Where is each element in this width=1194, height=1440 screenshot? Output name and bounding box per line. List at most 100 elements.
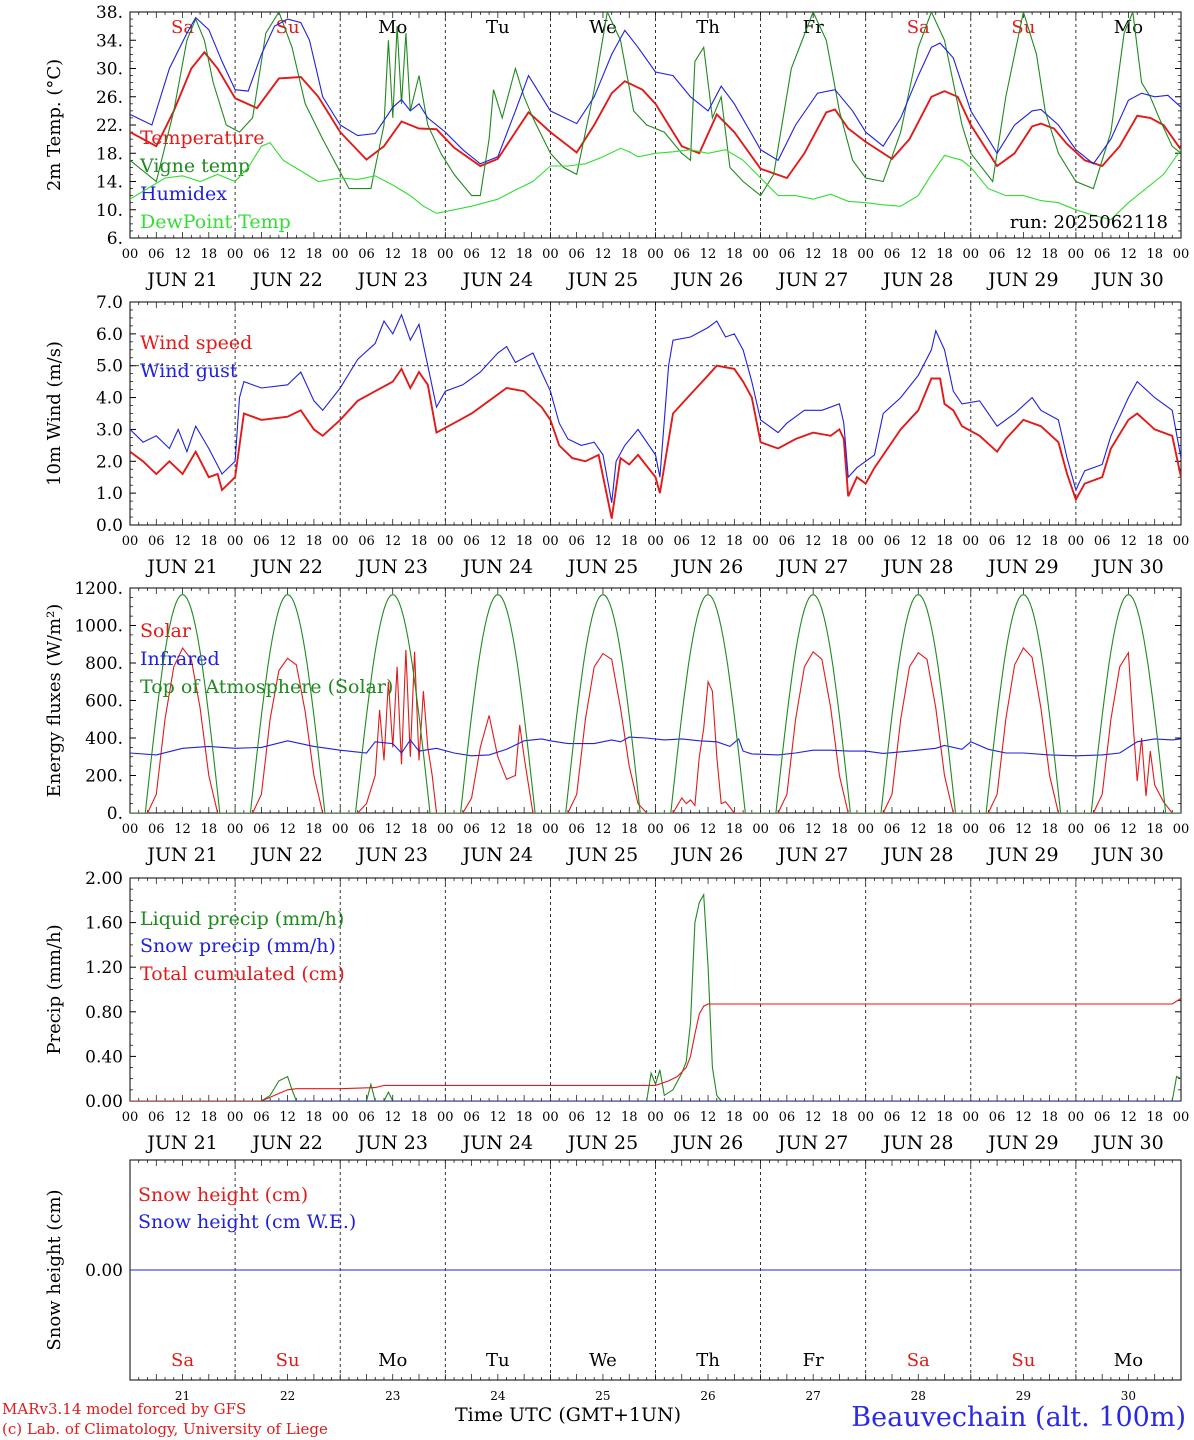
date-label: JUN 29 xyxy=(986,844,1058,866)
legend-entry: Top of Atmosphere (Solar) xyxy=(140,676,393,698)
date-label: JUN 30 xyxy=(1091,269,1163,291)
date-label: JUN 27 xyxy=(776,269,848,291)
date-label: JUN 24 xyxy=(461,1132,533,1154)
hour-tick-label: 12 xyxy=(1015,822,1032,837)
hour-tick-label: 12 xyxy=(805,1110,822,1125)
hour-tick-label: 12 xyxy=(910,247,927,262)
hour-tick-label: 06 xyxy=(674,247,691,262)
date-label: JUN 28 xyxy=(881,844,953,866)
hour-tick-label: 06 xyxy=(568,1110,585,1125)
date-label: JUN 30 xyxy=(1091,1132,1163,1154)
hour-tick-label: 06 xyxy=(884,822,901,837)
date-label: JUN 27 xyxy=(776,556,848,578)
hour-tick-label: 06 xyxy=(568,247,585,262)
hour-tick-label: 06 xyxy=(989,1110,1006,1125)
hour-tick-label: 18 xyxy=(201,247,218,262)
hour-tick-label: 00 xyxy=(122,1110,139,1125)
hour-tick-label: 06 xyxy=(989,822,1006,837)
y-axis-label: Snow height (cm) xyxy=(44,1189,65,1350)
hour-tick-label: 18 xyxy=(831,1110,848,1125)
hour-tick-label: 06 xyxy=(674,534,691,549)
hour-tick-label: 18 xyxy=(306,822,323,837)
weekday-label: Sa xyxy=(171,17,194,38)
date-label: JUN 23 xyxy=(356,844,428,866)
date-label: JUN 29 xyxy=(986,556,1058,578)
y-axis-label: 2m Temp. (°C) xyxy=(44,59,65,191)
hour-tick-label: 00 xyxy=(542,1110,559,1125)
hour-tick-label: 12 xyxy=(490,534,507,549)
station-label: Beauvechain (alt. 100m) xyxy=(851,1402,1186,1433)
hour-tick-label: 00 xyxy=(963,822,980,837)
hour-tick-label: 12 xyxy=(174,534,191,549)
y-tick-label: 1000. xyxy=(74,617,123,637)
y-tick-label: 2.00 xyxy=(85,869,123,889)
hour-tick-label: 18 xyxy=(306,534,323,549)
hour-tick-label: 06 xyxy=(674,822,691,837)
hour-tick-label: 18 xyxy=(726,534,743,549)
day-number-label: 26 xyxy=(700,1389,715,1403)
hour-tick-label: 06 xyxy=(779,534,796,549)
hour-tick-label: 18 xyxy=(201,822,218,837)
weekday-label: Su xyxy=(276,1350,300,1371)
date-label: JUN 28 xyxy=(881,1132,953,1154)
series-line-vigne-temp xyxy=(130,12,1181,197)
date-label: JUN 24 xyxy=(461,556,533,578)
weekday-label: Sa xyxy=(907,17,930,38)
date-label: JUN 22 xyxy=(250,556,322,578)
series-line-humidex xyxy=(130,16,1181,165)
date-label: JUN 21 xyxy=(145,844,217,866)
y-tick-label: 14. xyxy=(96,173,123,193)
hour-tick-label: 06 xyxy=(1094,247,1111,262)
weekday-label: Fr xyxy=(803,1350,824,1371)
date-label: JUN 26 xyxy=(671,269,743,291)
hour-tick-label: 00 xyxy=(752,822,769,837)
y-axis-label: 10m Wind (m/s) xyxy=(44,341,65,486)
hour-tick-label: 06 xyxy=(1094,1110,1111,1125)
hour-tick-label: 00 xyxy=(332,822,349,837)
y-tick-label: 18. xyxy=(96,144,123,164)
hour-tick-label: 00 xyxy=(752,247,769,262)
hour-tick-label: 00 xyxy=(1173,1110,1190,1125)
hour-tick-label: 18 xyxy=(831,534,848,549)
hour-tick-label: 12 xyxy=(1120,822,1137,837)
hour-tick-label: 06 xyxy=(674,1110,691,1125)
date-label: JUN 25 xyxy=(566,556,638,578)
legend-entry: Vigne temp xyxy=(139,155,250,177)
hour-tick-label: 00 xyxy=(122,822,139,837)
hour-tick-label: 00 xyxy=(1173,247,1190,262)
hour-tick-label: 00 xyxy=(752,1110,769,1125)
day-number-label: 29 xyxy=(1016,1389,1031,1403)
hour-tick-label: 12 xyxy=(384,534,401,549)
hour-tick-label: 18 xyxy=(831,822,848,837)
y-tick-label: 200. xyxy=(85,767,123,787)
hour-tick-label: 18 xyxy=(411,534,428,549)
hour-tick-label: 18 xyxy=(201,534,218,549)
y-tick-label: 30. xyxy=(96,60,123,80)
hour-tick-label: 00 xyxy=(752,534,769,549)
hour-tick-label: 18 xyxy=(411,1110,428,1125)
hour-tick-label: 18 xyxy=(621,534,638,549)
hour-tick-label: 06 xyxy=(463,534,480,549)
time-axis-label: Time UTC (GMT+1UN) xyxy=(455,1404,682,1426)
date-label: JUN 26 xyxy=(671,1132,743,1154)
date-label: JUN 23 xyxy=(356,556,428,578)
hour-tick-label: 18 xyxy=(1041,822,1058,837)
y-tick-label: 26. xyxy=(96,88,123,108)
y-tick-label: 0.80 xyxy=(85,1003,123,1023)
hour-tick-label: 06 xyxy=(463,822,480,837)
hour-tick-label: 18 xyxy=(516,822,533,837)
hour-tick-label: 18 xyxy=(936,822,953,837)
date-label: JUN 24 xyxy=(461,844,533,866)
hour-tick-label: 18 xyxy=(411,247,428,262)
date-label: JUN 29 xyxy=(986,269,1058,291)
date-label: JUN 30 xyxy=(1091,556,1163,578)
date-label: JUN 27 xyxy=(776,844,848,866)
hour-tick-label: 06 xyxy=(568,822,585,837)
hour-tick-label: 00 xyxy=(227,247,244,262)
weekday-label: Fr xyxy=(803,17,824,38)
date-label: JUN 22 xyxy=(250,269,322,291)
hour-tick-label: 00 xyxy=(963,534,980,549)
hour-tick-label: 12 xyxy=(174,247,191,262)
hour-tick-label: 00 xyxy=(1068,247,1085,262)
hour-tick-label: 12 xyxy=(279,822,296,837)
